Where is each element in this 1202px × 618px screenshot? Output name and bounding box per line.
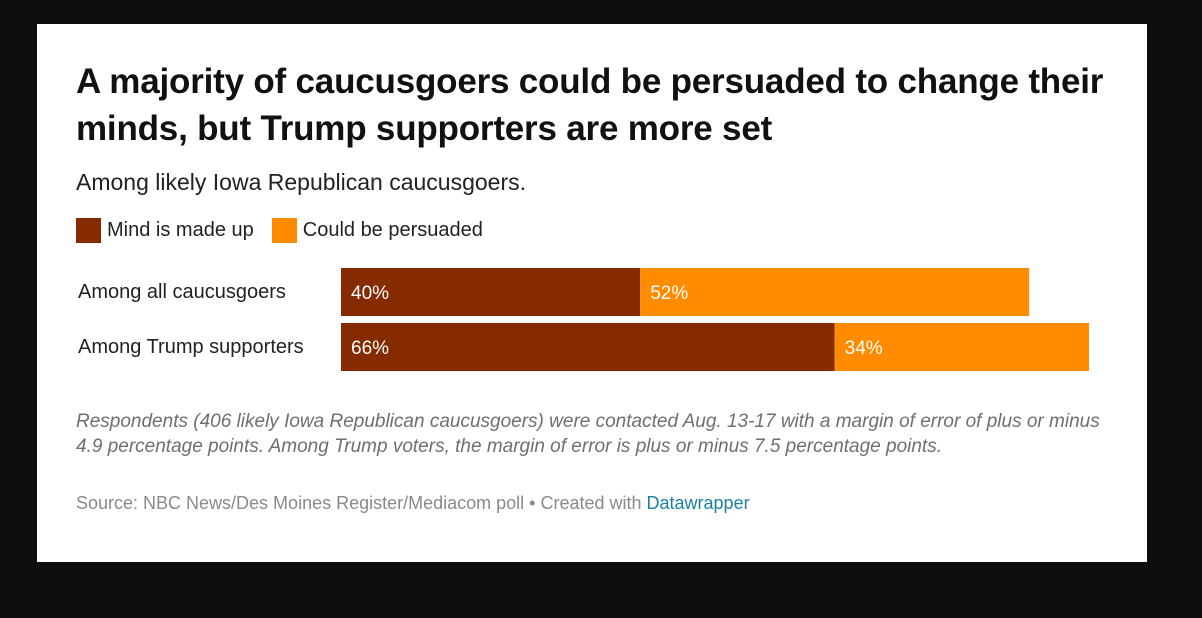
chart-card: A majority of caucusgoers could be persu…: [37, 24, 1147, 562]
row-label-trump-supporters: Among Trump supporters: [78, 336, 304, 358]
legend-label-made-up: Mind is made up: [107, 218, 254, 241]
bar-label-trump-supporters-made-up: 66%: [351, 338, 389, 359]
chart-subtitle: Among likely Iowa Republican caucusgoers…: [76, 169, 527, 195]
legend-item-made-up: Mind is made up: [76, 217, 254, 243]
chart-title: A majority of caucusgoers could be persu…: [76, 62, 1104, 148]
row-label-all-caucusgoers: Among all caucusgoers: [78, 281, 286, 303]
bar-chart: 40% 52% 66% 34%: [341, 268, 1089, 371]
legend-swatch-persuaded: [271, 217, 297, 243]
datawrapper-link[interactable]: Datawrapper: [646, 493, 750, 513]
legend: Mind is made up Could be persuaded: [76, 217, 501, 243]
source-text: Source: NBC News/Des Moines Register/Med…: [76, 493, 647, 513]
bar-trump-supporters-persuaded: [834, 323, 1089, 371]
legend-label-persuaded: Could be persuaded: [302, 218, 483, 241]
bar-label-trump-supporters-persuaded: 34%: [845, 338, 883, 359]
source-line: Source: NBC News/Des Moines Register/Med…: [76, 492, 750, 514]
legend-item-persuaded: Could be persuaded: [271, 217, 483, 243]
bar-label-all-caucusgoers-made-up: 40%: [351, 283, 389, 304]
bar-all-caucusgoers-persuaded: [640, 268, 1030, 316]
bar-trump-supporters-made-up: [341, 323, 835, 371]
legend-swatch-made-up: [76, 217, 101, 243]
bar-label-all-caucusgoers-persuaded: 52%: [650, 283, 688, 304]
chart-notes: Respondents (406 likely Iowa Republican …: [76, 411, 1100, 457]
bar-all-caucusgoers-made-up: [341, 268, 641, 316]
